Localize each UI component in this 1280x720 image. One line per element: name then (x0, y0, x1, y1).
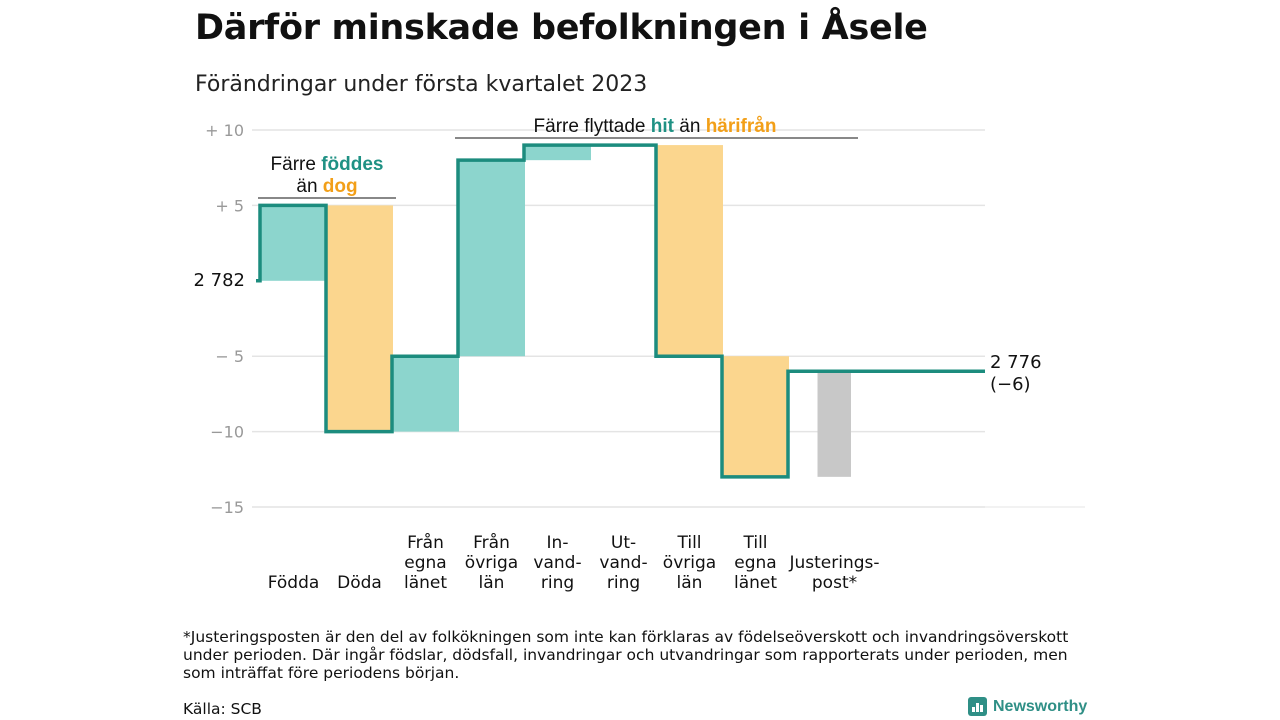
migration-out-highlight: härifrån (706, 116, 777, 137)
end-value-label: 2 776 (990, 352, 1042, 373)
category-label: Från (407, 532, 444, 553)
chart-title: Därför minskade befolkningen i Åsele (195, 8, 928, 48)
brand-name: Newsworthy (993, 697, 1088, 715)
category-label: län (677, 573, 703, 593)
bar (392, 356, 459, 432)
cumulative-step-line (256, 143, 985, 479)
chart-subtitle: Förändringar under första kvartalet 2023 (195, 72, 648, 97)
category-label: In- (547, 533, 569, 553)
y-tick-label: −15 (210, 498, 244, 517)
category-label: vand- (599, 553, 647, 573)
source: Källa: SCB (183, 700, 262, 718)
start-value-label: 2 782 (193, 270, 245, 291)
category-label: Döda (337, 573, 382, 593)
category-label: länet (404, 573, 447, 593)
y-tick-label: + 5 (215, 196, 244, 215)
deaths-highlight: dog (323, 176, 358, 197)
footnote: *Justeringsposten är den del av folkökni… (183, 628, 1069, 682)
category-label: ring (607, 573, 640, 593)
category-label: vand- (533, 553, 581, 573)
y-tick-label: + 10 (205, 121, 244, 140)
newsworthy-logo-icon (968, 697, 987, 716)
category-label: Ut- (611, 533, 636, 553)
category-label: post* (812, 573, 857, 593)
bar (260, 205, 327, 281)
y-tick-label: − 5 (215, 347, 244, 366)
category-label: övriga (663, 553, 716, 573)
end-change-label: (−6) (990, 374, 1031, 395)
migration-annotation: Färre flyttade hit än härifrån (534, 116, 777, 137)
category-label: Födda (268, 573, 320, 593)
births-annotation-line1: Färre föddes (271, 154, 384, 175)
migration-hit-highlight: hit (651, 116, 675, 137)
category-label: övriga (465, 553, 518, 573)
bar (458, 160, 525, 357)
brand-logo: Newsworthy (968, 697, 1087, 716)
category-label: Till (676, 533, 701, 553)
category-label: Till (742, 533, 767, 553)
births-annotation-line2: än dog (296, 176, 357, 197)
bar (817, 371, 851, 477)
births-highlight: föddes (321, 154, 383, 175)
category-labels: Födda DödaFrånegnalänetFrånövrigalänIn-va… (268, 532, 880, 593)
waterfall-chart: + 10+ 5− 5−10−15 Födda DödaFrånegnalänetF… (193, 116, 1085, 593)
category-label: länet (734, 573, 777, 593)
bar (722, 356, 789, 477)
category-label: egna (404, 553, 446, 573)
category-label: Justerings- (788, 553, 879, 573)
step-line (256, 143, 985, 479)
category-label: Från (473, 532, 510, 553)
bar (326, 205, 393, 432)
y-axis: + 10 + 5 − 5 −10 −15 (205, 121, 244, 517)
category-label: ring (541, 573, 574, 593)
category-label: egna (734, 553, 776, 573)
bar (524, 145, 591, 161)
bar (656, 145, 723, 357)
category-label: län (479, 573, 505, 593)
y-tick-label: −10 (210, 423, 244, 442)
bars (260, 145, 851, 477)
